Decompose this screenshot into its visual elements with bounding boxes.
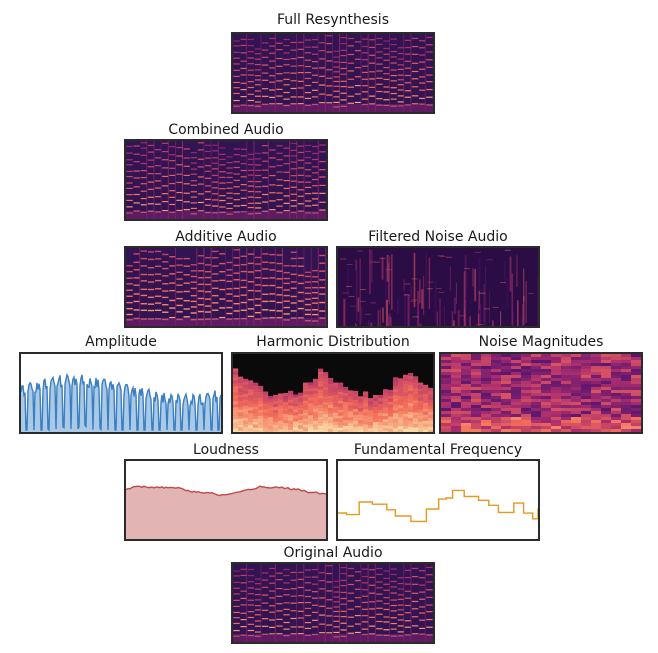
noise-magnitudes-heatmap: [439, 352, 643, 434]
harmonic-distribution-title: Harmonic Distribution: [256, 334, 410, 350]
amplitude-title: Amplitude: [85, 334, 157, 350]
harmonic-distribution-heatmap: [231, 352, 435, 434]
full-resynthesis-title: Full Resynthesis: [276, 12, 389, 28]
combined-audio-spectrogram: [124, 139, 328, 221]
full-resynthesis-spectrogram: [231, 32, 435, 114]
loudness-title: Loudness: [193, 442, 259, 458]
fundamental-frequency-title: Fundamental Frequency: [353, 442, 523, 458]
noise-magnitudes-title: Noise Magnitudes: [478, 334, 604, 350]
fundamental-frequency-plot: [336, 459, 540, 541]
amplitude-plot: [19, 352, 223, 434]
original-audio-title: Original Audio: [283, 545, 383, 561]
filtered-noise-audio-title: Filtered Noise Audio: [368, 229, 508, 245]
original-audio-spectrogram: [231, 562, 435, 644]
additive-audio-title: Additive Audio: [175, 229, 277, 245]
combined-audio-title: Combined Audio: [168, 122, 284, 138]
additive-audio-spectrogram: [124, 246, 328, 328]
loudness-plot: [124, 459, 328, 541]
filtered-noise-audio-spectrogram: [336, 246, 540, 328]
